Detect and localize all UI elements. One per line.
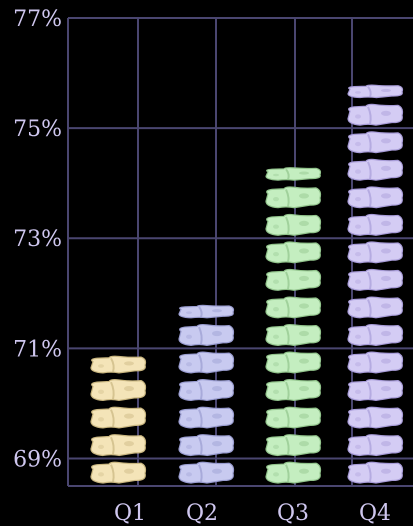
bar-icon <box>178 323 235 346</box>
y-tick-label: 71% <box>13 337 62 362</box>
bar-column-q1 <box>90 355 147 484</box>
bar-icon <box>178 351 235 374</box>
bar-icon <box>90 379 147 402</box>
bar-icon <box>265 296 322 319</box>
bar-icon <box>265 461 322 484</box>
bar-icon <box>347 84 404 99</box>
bar-icon <box>347 406 404 429</box>
y-tick-label: 73% <box>13 227 62 252</box>
bar-icon <box>178 304 235 319</box>
bar-icon <box>178 379 235 402</box>
x-tick-label: Q4 <box>359 501 391 526</box>
bar-icon <box>347 241 404 264</box>
bar-icon <box>347 434 404 457</box>
x-tick-label: Q1 <box>114 501 146 526</box>
bar-icon <box>90 461 147 484</box>
bar-marks <box>90 84 404 484</box>
bar-icon <box>265 323 322 346</box>
bar-icon <box>347 296 404 319</box>
bar-icon <box>347 213 404 236</box>
bar-icon <box>347 158 404 181</box>
bar-icon <box>347 103 404 126</box>
bar-icon <box>347 268 404 291</box>
bar-icon <box>347 461 404 484</box>
x-tick-label: Q2 <box>186 501 218 526</box>
bar-icon <box>347 323 404 346</box>
bar-icon <box>265 351 322 374</box>
bar-column-q2 <box>178 304 235 484</box>
bar-icon <box>265 186 322 209</box>
bar-icon <box>347 379 404 402</box>
y-axis: 69% 71% 73% 75% 77% <box>13 7 62 472</box>
bar-icon <box>90 434 147 457</box>
bar-icon <box>265 268 322 291</box>
bar-icon <box>178 434 235 457</box>
bar-icon <box>265 241 322 264</box>
x-tick-label: Q3 <box>277 501 309 526</box>
bar-icon <box>265 434 322 457</box>
bar-column-q3 <box>265 167 322 484</box>
bar-icon <box>265 167 322 181</box>
y-tick-label: 75% <box>13 117 62 142</box>
bar-icon <box>265 406 322 429</box>
bar-icon <box>178 461 235 484</box>
bar-icon <box>347 351 404 374</box>
bar-icon <box>347 131 404 154</box>
bar-icon <box>347 186 404 209</box>
bar-icon <box>90 355 147 374</box>
bar-icon <box>178 406 235 429</box>
bar-icon <box>265 213 322 236</box>
bar-column-q4 <box>347 84 404 484</box>
y-tick-label: 77% <box>13 7 62 32</box>
bar-icon <box>90 406 147 429</box>
y-tick-label: 69% <box>13 447 62 472</box>
bar-icon <box>265 379 322 402</box>
x-axis: Q1 Q2 Q3 Q4 <box>114 501 391 526</box>
